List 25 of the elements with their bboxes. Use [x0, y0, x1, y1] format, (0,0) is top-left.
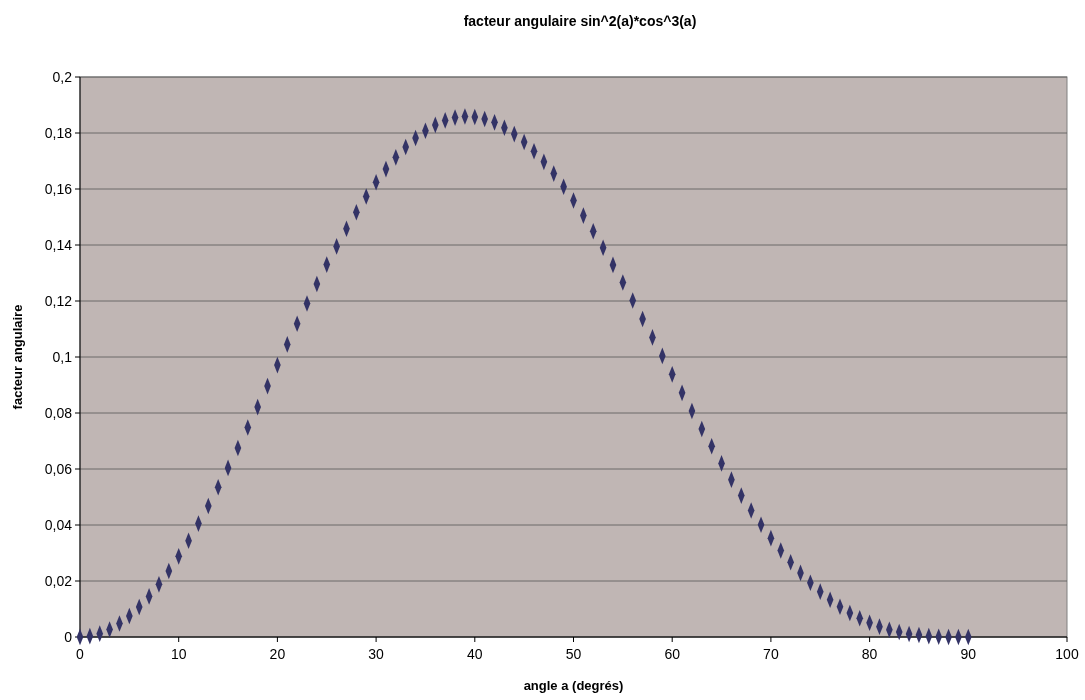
x-tick-label: 100	[1055, 646, 1079, 662]
x-tick-label: 90	[960, 646, 977, 662]
y-tick-label: 0,2	[52, 68, 73, 85]
x-tick-label: 30	[368, 646, 385, 662]
y-tick-label: 0,18	[44, 124, 73, 141]
y-tick-label: 0,1	[52, 348, 73, 365]
x-tick-label: 60	[664, 646, 681, 662]
x-tick-label: 70	[763, 646, 779, 662]
x-tick-label: 50	[565, 646, 582, 662]
y-tick-label: 0,14	[44, 236, 73, 253]
x-axis-title: angle a (degrés)	[523, 678, 624, 693]
y-tick-label: 0,12	[44, 292, 73, 309]
y-tick-label: 0,16	[44, 180, 73, 197]
x-tick-label: 80	[861, 646, 878, 662]
y-tick-label: 0,08	[44, 404, 73, 421]
y-axis-title: facteur angulaire	[10, 304, 25, 410]
x-tick-label: 40	[467, 646, 483, 662]
y-tick-label: 0,06	[44, 460, 73, 477]
x-tick-label: 20	[269, 646, 286, 662]
y-tick-label: 0	[64, 628, 73, 645]
y-tick-label: 0,02	[44, 572, 73, 589]
x-tick-label: 0	[76, 646, 85, 662]
x-tick-label: 10	[170, 646, 187, 662]
chart-title: facteur angulaire sin^2(a)*cos^3(a)	[463, 13, 697, 29]
y-tick-label: 0,04	[44, 516, 73, 533]
